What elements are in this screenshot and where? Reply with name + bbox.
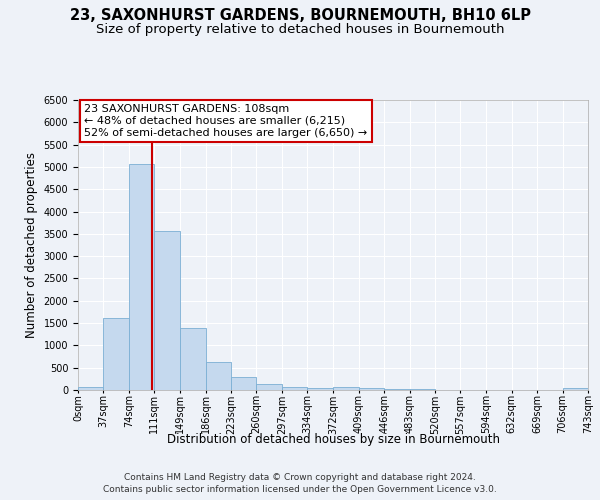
Bar xyxy=(180,328,206,390)
Bar xyxy=(563,388,588,390)
Text: 23, SAXONHURST GARDENS, BOURNEMOUTH, BH10 6LP: 23, SAXONHURST GARDENS, BOURNEMOUTH, BH1… xyxy=(70,8,530,22)
Text: Distribution of detached houses by size in Bournemouth: Distribution of detached houses by size … xyxy=(167,432,500,446)
Bar xyxy=(129,164,154,390)
Bar xyxy=(78,386,103,390)
Bar xyxy=(410,389,435,390)
Text: Size of property relative to detached houses in Bournemouth: Size of property relative to detached ho… xyxy=(96,22,504,36)
Bar xyxy=(231,376,256,390)
Bar xyxy=(154,230,180,390)
Text: 23 SAXONHURST GARDENS: 108sqm
← 48% of detached houses are smaller (6,215)
52% o: 23 SAXONHURST GARDENS: 108sqm ← 48% of d… xyxy=(84,104,367,138)
Bar xyxy=(256,384,282,390)
Bar xyxy=(384,388,410,390)
Bar xyxy=(334,386,359,390)
Bar xyxy=(282,386,307,390)
Text: Contains HM Land Registry data © Crown copyright and database right 2024.: Contains HM Land Registry data © Crown c… xyxy=(124,472,476,482)
Y-axis label: Number of detached properties: Number of detached properties xyxy=(25,152,38,338)
Bar xyxy=(103,318,129,390)
Bar xyxy=(359,388,384,390)
Bar xyxy=(307,388,334,390)
Text: Contains public sector information licensed under the Open Government Licence v3: Contains public sector information licen… xyxy=(103,485,497,494)
Bar xyxy=(206,362,231,390)
